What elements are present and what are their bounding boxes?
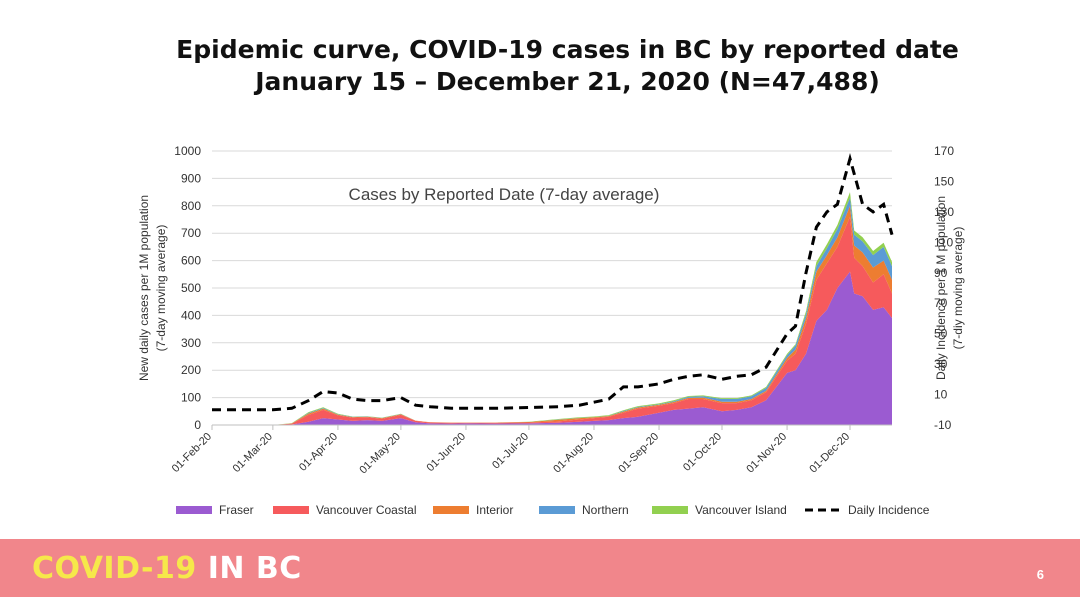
x-tick-label: 01-Sep-20 <box>616 431 661 476</box>
y2-axis-title-line-1: Daily Incidence per 1 M population <box>934 196 948 380</box>
y-tick-label: 1000 <box>174 144 201 158</box>
brand-logo: COVID-19 IN BC <box>32 551 302 587</box>
y-tick-label: 600 <box>181 254 201 268</box>
x-tick-label: 01-Jul-20 <box>490 431 531 472</box>
y2-tick-label: 30 <box>934 357 948 371</box>
legend-label: Northern <box>582 503 629 517</box>
x-tick-label: 01-May-20 <box>357 431 403 477</box>
area-fraser <box>212 271 892 425</box>
legend-swatch <box>539 506 575 514</box>
y2-tick-label: 170 <box>934 144 954 158</box>
y2-tick-label: 50 <box>934 327 948 341</box>
legend-label: Fraser <box>219 503 254 517</box>
legend-label: Interior <box>476 503 513 517</box>
footer-bar: COVID-19 IN BC 6 <box>0 539 1080 597</box>
legend-swatch <box>433 506 469 514</box>
y-tick-label: 200 <box>181 363 201 377</box>
legend-item-vancouver-coastal: Vancouver Coastal <box>273 503 417 517</box>
y-axis-title-line-1: New daily cases per 1M population <box>137 195 151 381</box>
legend-label: Vancouver Island <box>695 503 787 517</box>
x-tick-label: 01-Apr-20 <box>297 431 340 474</box>
x-tick-label: 01-Dec-20 <box>807 431 852 476</box>
chart-title: Cases by Reported Date (7-day average) <box>349 185 660 204</box>
y-tick-label: 400 <box>181 308 201 322</box>
y-tick-label: 300 <box>181 336 201 350</box>
y2-tick-label: 90 <box>934 266 948 280</box>
x-tick-label: 01-Jun-20 <box>425 431 469 475</box>
epidemic-curve-chart: 0 100 200 300 400 500 600 700 800 900 1000 -10 10 30 5… <box>137 144 965 517</box>
y-tick-label: 100 <box>181 391 201 405</box>
x-tick-label: 01-Feb-20 <box>170 431 214 475</box>
x-tick-label: 01-Aug-20 <box>551 431 596 476</box>
y-tick-label: 0 <box>194 418 201 432</box>
legend: Fraser Vancouver Coastal Interior Northern V… <box>176 503 930 517</box>
y-axis-title-line-2: (7-day moving average) <box>154 225 168 352</box>
legend-label: Daily Incidence <box>848 503 930 517</box>
y2-tick-label: -10 <box>934 418 952 432</box>
y2-tick-label: 130 <box>934 205 954 219</box>
legend-swatch <box>652 506 688 514</box>
incidence-line-layer <box>212 152 894 412</box>
y2-tick-label: 150 <box>934 174 954 188</box>
brand-covid: COVID-19 <box>32 551 197 586</box>
legend-item-daily-incidence: Daily Incidence <box>805 503 930 517</box>
brand-in-bc: IN BC <box>207 551 302 586</box>
daily-incidence-line <box>212 152 894 412</box>
title-line-1: Epidemic curve, COVID-19 cases in BC by … <box>176 35 959 64</box>
x-tick-label: 01-Nov-20 <box>744 431 789 476</box>
legend-item-fraser: Fraser <box>176 503 254 517</box>
title-line-2: January 15 – December 21, 2020 (N=47,488… <box>255 67 880 96</box>
legend-swatch <box>273 506 309 514</box>
y-tick-label: 700 <box>181 226 201 240</box>
x-tick-label: 01-Mar-20 <box>231 431 275 475</box>
page-number: 6 <box>1036 567 1044 582</box>
legend-swatch <box>176 506 212 514</box>
y-tick-label: 500 <box>181 281 201 295</box>
stacked-areas <box>212 192 892 425</box>
y-tick-label: 800 <box>181 199 201 213</box>
legend-label: Vancouver Coastal <box>316 503 417 517</box>
y2-axis-title-line-2: (7-diy moving average) <box>951 227 965 350</box>
slide-title: Epidemic curve, COVID-19 cases in BC by … <box>0 34 1080 98</box>
y-tick-label: 900 <box>181 171 201 185</box>
legend-item-interior: Interior <box>433 503 513 517</box>
y2-tick-label: 70 <box>934 296 948 310</box>
y2-tick-label: 110 <box>934 235 953 249</box>
y2-tick-label: 10 <box>934 388 948 402</box>
x-tick-label: 01-Oct-20 <box>681 431 724 474</box>
legend-item-vancouver-island: Vancouver Island <box>652 503 787 517</box>
legend-item-northern: Northern <box>539 503 629 517</box>
gridlines <box>212 150 892 426</box>
